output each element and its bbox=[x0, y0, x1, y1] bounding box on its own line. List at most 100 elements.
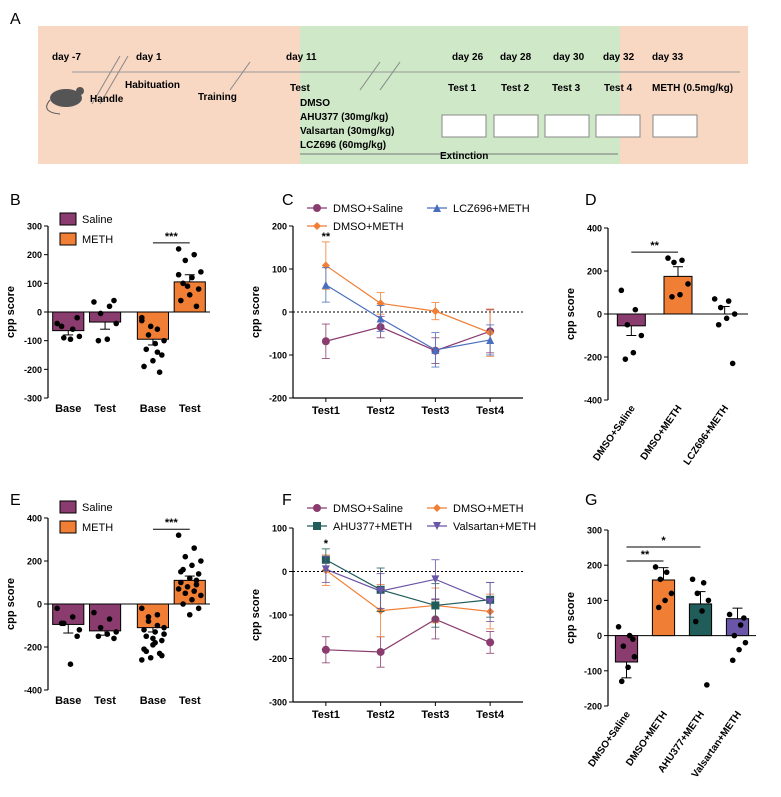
data-point bbox=[54, 605, 60, 612]
y-tick-label: 100 bbox=[272, 265, 287, 275]
data-point bbox=[161, 624, 167, 631]
y-tick-label: -200 bbox=[24, 365, 42, 375]
y-tick-label: -200 bbox=[584, 353, 602, 363]
data-point bbox=[58, 323, 65, 330]
data-point bbox=[184, 283, 191, 290]
legend-label: Saline bbox=[82, 214, 113, 226]
data-point bbox=[717, 304, 724, 311]
line-marker bbox=[376, 587, 385, 596]
line-marker bbox=[431, 601, 440, 610]
y-tick-label: 200 bbox=[587, 267, 602, 277]
handle-label: Handle bbox=[90, 94, 124, 105]
y-tick-label: 0 bbox=[37, 600, 42, 610]
data-point bbox=[95, 337, 102, 344]
data-point bbox=[180, 280, 186, 287]
data-point bbox=[622, 356, 629, 362]
data-point bbox=[191, 251, 198, 258]
panel-label: B bbox=[10, 192, 21, 209]
data-point bbox=[668, 590, 675, 597]
test-label: Test bbox=[290, 83, 310, 94]
data-point bbox=[154, 326, 161, 333]
data-point bbox=[159, 652, 165, 659]
x-tick-label: Test2 bbox=[367, 709, 395, 721]
line-marker bbox=[321, 280, 330, 289]
legend-label: AHU377+METH bbox=[333, 521, 412, 533]
data-point bbox=[193, 581, 200, 588]
y-tick-label: -100 bbox=[584, 666, 602, 676]
series-line bbox=[325, 568, 491, 603]
cpp-box-icon bbox=[441, 114, 487, 138]
data-point bbox=[711, 296, 718, 302]
data-point bbox=[154, 349, 161, 355]
day-label: day 1 bbox=[136, 52, 162, 63]
data-point bbox=[689, 576, 696, 583]
legend-label: LCZ696+METH bbox=[453, 203, 530, 215]
data-point bbox=[104, 336, 111, 343]
bar bbox=[725, 618, 750, 637]
line-marker bbox=[486, 335, 495, 344]
legend-label: DMSO+METH bbox=[333, 221, 404, 233]
data-point bbox=[632, 306, 639, 313]
treatment-label: AHU377 (30mg/kg) bbox=[300, 112, 388, 123]
y-tick-label: 300 bbox=[587, 526, 602, 536]
x-tick-label: DMSO+Saline bbox=[591, 403, 638, 463]
line-marker bbox=[433, 504, 441, 512]
y-tick-label: 0 bbox=[37, 308, 42, 318]
x-tick-label: Test4 bbox=[476, 405, 505, 417]
data-point bbox=[725, 298, 732, 304]
test1-label: Test 1 bbox=[448, 83, 477, 94]
data-point bbox=[159, 352, 165, 358]
significance-label: * bbox=[661, 535, 666, 547]
y-axis-label: cpp score bbox=[5, 578, 17, 630]
data-point bbox=[193, 577, 200, 584]
data-point bbox=[150, 635, 156, 642]
data-point bbox=[731, 311, 738, 317]
x-tick-label: Base bbox=[140, 403, 166, 415]
extinction-label: Extinction bbox=[440, 151, 488, 162]
treatment-label: LCZ696 (60mg/kg) bbox=[300, 140, 386, 151]
data-point bbox=[76, 627, 83, 633]
data-point bbox=[729, 360, 736, 367]
data-point bbox=[620, 643, 627, 649]
line-marker bbox=[376, 314, 385, 323]
break-mark bbox=[91, 55, 121, 105]
data-point bbox=[139, 605, 145, 612]
legend-label: DMSO+Saline bbox=[333, 503, 403, 515]
line-marker bbox=[433, 522, 441, 530]
data-point bbox=[97, 310, 104, 317]
y-axis-label: cpp score bbox=[250, 286, 262, 338]
data-point bbox=[191, 545, 198, 551]
data-point bbox=[699, 608, 705, 614]
y-tick-label: -200 bbox=[269, 394, 287, 404]
data-point bbox=[618, 287, 625, 294]
cpp-box-icons bbox=[441, 114, 698, 138]
x-tick-label: Test2 bbox=[367, 405, 395, 417]
data-point bbox=[189, 596, 195, 603]
line-marker bbox=[313, 222, 321, 230]
data-point bbox=[150, 357, 156, 364]
data-point bbox=[662, 597, 668, 604]
data-point bbox=[74, 314, 80, 321]
legend-label: Valsartan+METH bbox=[453, 521, 536, 533]
y-axis-label: cpp score bbox=[250, 589, 262, 641]
x-tick-label: Test bbox=[179, 403, 201, 415]
data-point bbox=[145, 614, 152, 620]
y-tick-label: -100 bbox=[24, 336, 42, 346]
chart-d: D -400 -200 0 200 400 cpp score DMSO+Saline DMSO… bbox=[565, 192, 748, 467]
data-point bbox=[54, 320, 60, 327]
data-point bbox=[91, 299, 97, 305]
data-point bbox=[195, 605, 202, 612]
y-tick-label: 200 bbox=[27, 250, 42, 260]
y-tick-label: -100 bbox=[269, 351, 287, 361]
data-point bbox=[631, 653, 638, 660]
data-point bbox=[175, 532, 182, 538]
data-point bbox=[191, 588, 198, 594]
line-marker bbox=[431, 307, 440, 316]
data-point bbox=[143, 346, 150, 353]
data-point bbox=[161, 337, 167, 344]
series-line bbox=[325, 618, 491, 653]
y-tick-label: -400 bbox=[24, 686, 42, 696]
timeline-bg-left bbox=[38, 26, 300, 164]
data-point bbox=[67, 336, 74, 343]
